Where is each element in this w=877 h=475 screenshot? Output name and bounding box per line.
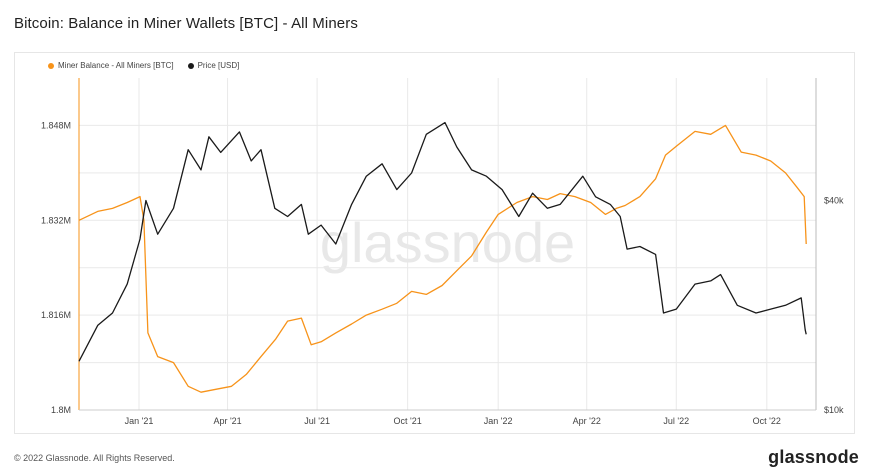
x-tick-label: Apr '21 <box>213 416 241 426</box>
y-left-tick-label: 1.816M <box>41 310 71 320</box>
x-tick-label: Apr '22 <box>573 416 601 426</box>
series-line-balance <box>78 124 807 393</box>
chart-title: Bitcoin: Balance in Miner Wallets [BTC] … <box>14 15 358 32</box>
x-tick-label: Jan '22 <box>484 416 513 426</box>
y-right-tick-label: $10k <box>824 405 844 415</box>
x-tick-label: Jul '22 <box>663 416 689 426</box>
legend-dot-price <box>187 62 194 69</box>
chart-legend: Miner Balance - All Miners [BTC] Price [… <box>48 61 239 70</box>
legend-item-balance[interactable]: Miner Balance - All Miners [BTC] <box>48 61 174 70</box>
legend-item-price[interactable]: Price [USD] <box>187 61 240 70</box>
x-tick-label: Jul '21 <box>304 416 330 426</box>
y-left-tick-label: 1.8M <box>51 405 71 415</box>
chart-panel <box>14 52 855 434</box>
y-left-tick-label: 1.832M <box>41 215 71 225</box>
legend-label-balance: Miner Balance - All Miners [BTC] <box>58 61 174 70</box>
x-tick-label: Jan '21 <box>125 416 154 426</box>
x-tick-label: Oct '21 <box>394 416 422 426</box>
series-line-price <box>78 121 807 362</box>
legend-dot-balance <box>48 62 54 69</box>
legend-label-price: Price [USD] <box>197 61 240 70</box>
copyright-text: © 2022 Glassnode. All Rights Reserved. <box>14 453 175 463</box>
brand-logo: glassnode <box>768 447 859 467</box>
watermark-text: glassnode <box>320 211 575 274</box>
y-left-tick-label: 1.848M <box>41 120 71 130</box>
x-tick-label: Oct '22 <box>753 416 781 426</box>
y-right-tick-label: $40k <box>824 196 844 206</box>
